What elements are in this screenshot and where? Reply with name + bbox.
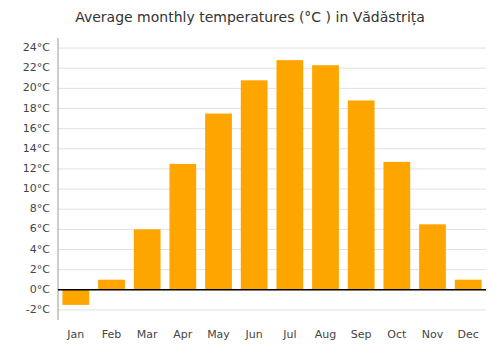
grid-line xyxy=(58,88,486,89)
y-tick-label: 12°C xyxy=(23,162,50,175)
chart: -2°C 0°C 2°C 4°C 6°C 8°C 10°C 12°C 14°C 16°C 18°C 2… xyxy=(0,0,500,350)
y-tick-label: 20°C xyxy=(23,81,50,94)
x-tick-label: Oct xyxy=(387,328,407,341)
y-axis-line xyxy=(58,38,59,320)
bar xyxy=(241,80,268,289)
bar xyxy=(134,229,161,289)
x-tick-label: Apr xyxy=(173,328,193,341)
grid-line xyxy=(58,209,486,210)
grid-line xyxy=(58,108,486,109)
grid-line xyxy=(58,128,486,129)
y-tick-label: 6°C xyxy=(30,222,50,235)
x-tick-label: Aug xyxy=(315,328,336,341)
grid-line xyxy=(58,148,486,149)
bar xyxy=(312,65,339,290)
bars xyxy=(62,60,481,305)
bar xyxy=(455,280,482,290)
baseline xyxy=(58,289,486,291)
y-tick-label: 18°C xyxy=(23,102,50,115)
x-tick-label: Dec xyxy=(458,328,479,341)
y-tick-label: 14°C xyxy=(23,142,50,155)
x-tick-label: Sep xyxy=(351,328,372,341)
x-tick-label: May xyxy=(207,328,230,341)
y-tick-label: 4°C xyxy=(30,243,50,256)
y-tick-label: 22°C xyxy=(23,61,50,74)
x-tick-label: Jul xyxy=(282,328,296,341)
x-tick-label: Nov xyxy=(422,328,444,341)
y-tick-label: 10°C xyxy=(23,182,50,195)
title: Average monthly temperatures (°C ) in Vă… xyxy=(75,9,425,26)
bar xyxy=(98,280,125,290)
bar xyxy=(348,100,375,289)
bar xyxy=(205,114,232,290)
bar xyxy=(276,60,303,290)
grid-line xyxy=(58,48,486,49)
y-tick-label: 2°C xyxy=(30,263,50,276)
bar xyxy=(383,162,410,290)
x-tick-label: Mar xyxy=(137,328,158,341)
bar xyxy=(419,224,446,289)
bar xyxy=(62,290,89,305)
grid-line xyxy=(58,289,486,290)
y-tick-label: 0°C xyxy=(30,283,50,296)
grid-line xyxy=(58,189,486,190)
y-tick-label: -2°C xyxy=(26,303,50,316)
y-axis: -2°C 0°C 2°C 4°C 6°C 8°C 10°C 12°C 14°C 16°C 18°C 2… xyxy=(23,38,58,320)
grid-line xyxy=(58,309,486,310)
y-tick-label: 8°C xyxy=(30,202,50,215)
x-tick-label: Jan xyxy=(66,328,84,341)
grid xyxy=(58,48,486,310)
x-tick-label: Feb xyxy=(102,328,121,341)
x-tick-label: Jun xyxy=(245,328,263,341)
bar xyxy=(169,164,196,290)
grid-line xyxy=(58,168,486,169)
grid-line xyxy=(58,68,486,69)
y-tick-label: 16°C xyxy=(23,122,50,135)
y-tick-label: 24°C xyxy=(23,41,50,54)
x-axis: Jan Feb Mar Apr May Jun Jul Aug Sep Oct Nov Dec xyxy=(66,328,478,341)
